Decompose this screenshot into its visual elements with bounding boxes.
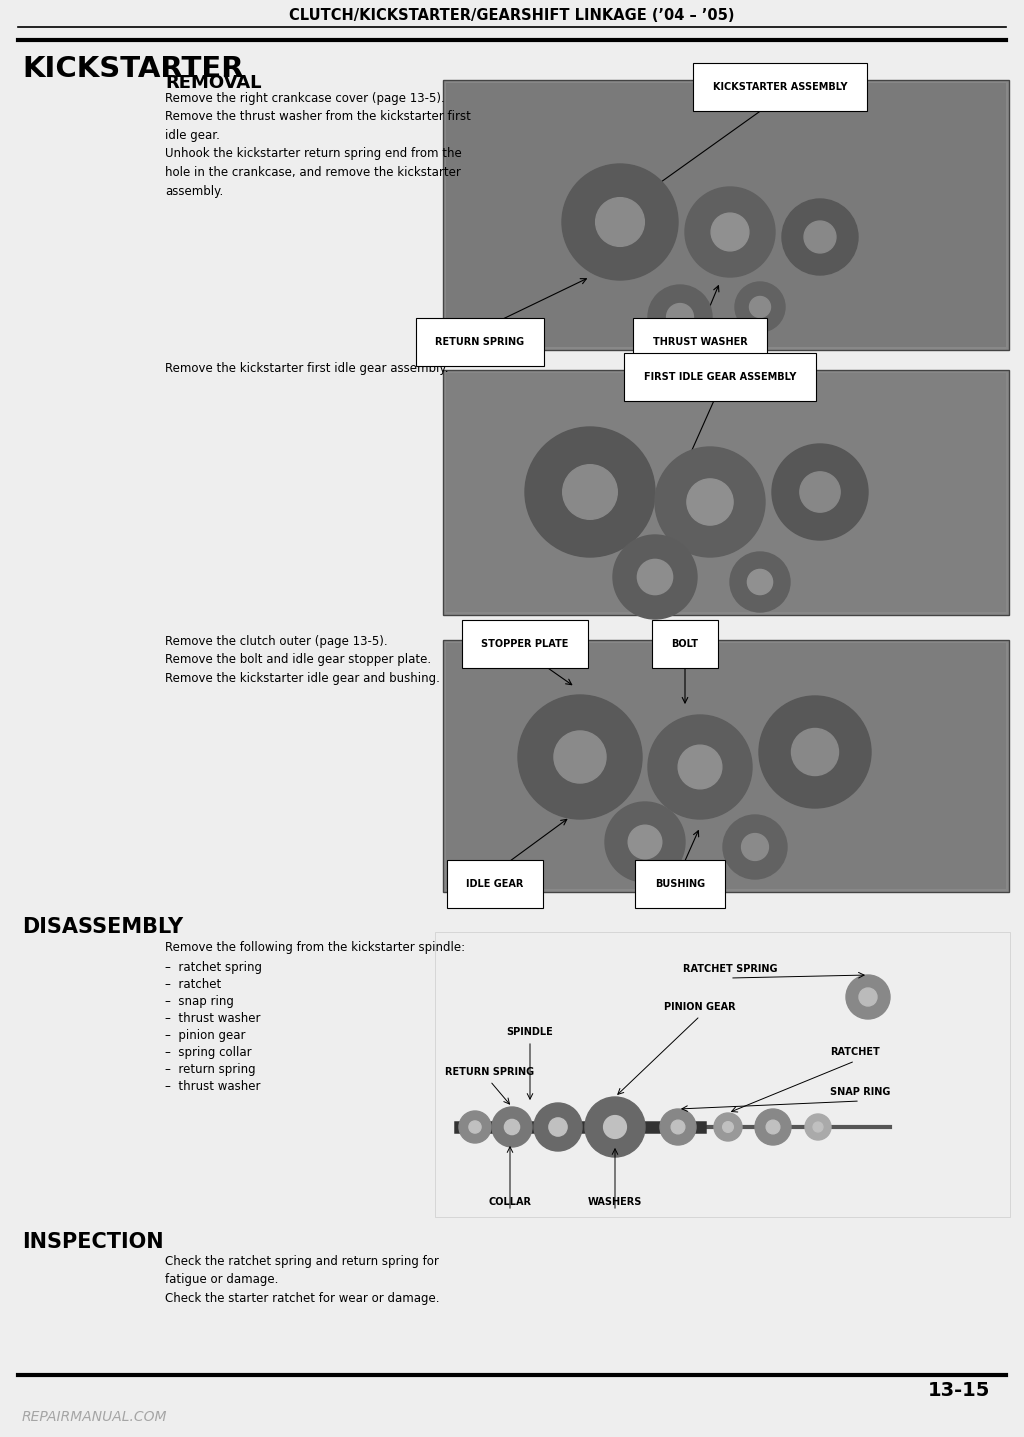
Text: RETURN SPRING: RETURN SPRING: [435, 338, 524, 346]
Circle shape: [563, 464, 617, 519]
Circle shape: [859, 989, 877, 1006]
Circle shape: [792, 729, 839, 776]
Circle shape: [585, 1096, 645, 1157]
FancyBboxPatch shape: [443, 369, 1009, 615]
Text: WASHERS: WASHERS: [588, 1197, 642, 1207]
Circle shape: [678, 746, 722, 789]
Circle shape: [805, 1114, 831, 1140]
Circle shape: [648, 285, 712, 349]
Text: –  spring collar: – spring collar: [165, 1046, 252, 1059]
Circle shape: [723, 1122, 733, 1132]
Text: RATCHET: RATCHET: [830, 1048, 880, 1058]
Circle shape: [800, 471, 840, 512]
Circle shape: [603, 1115, 627, 1138]
Circle shape: [534, 1104, 582, 1151]
Text: 13-15: 13-15: [928, 1381, 990, 1400]
Circle shape: [813, 1122, 823, 1132]
Text: CLUTCH/KICKSTARTER/GEARSHIFT LINKAGE (’04 – ’05): CLUTCH/KICKSTARTER/GEARSHIFT LINKAGE (’0…: [289, 7, 735, 23]
Text: BOLT: BOLT: [672, 639, 698, 650]
Text: INSPECTION: INSPECTION: [22, 1232, 164, 1252]
FancyBboxPatch shape: [443, 639, 1009, 892]
Circle shape: [459, 1111, 490, 1142]
Circle shape: [605, 802, 685, 882]
Text: FIRST IDLE GEAR ASSEMBLY: FIRST IDLE GEAR ASSEMBLY: [644, 372, 797, 382]
Text: STOPPER PLATE: STOPPER PLATE: [481, 639, 568, 650]
Text: BUSHING: BUSHING: [655, 879, 706, 890]
Text: –  ratchet: – ratchet: [165, 979, 221, 992]
Circle shape: [846, 974, 890, 1019]
Text: –  return spring: – return spring: [165, 1063, 256, 1076]
Circle shape: [660, 1109, 696, 1145]
Text: Remove the kickstarter first idle gear assembly.: Remove the kickstarter first idle gear a…: [165, 362, 449, 375]
Text: IDLE GEAR: IDLE GEAR: [466, 879, 523, 890]
Circle shape: [782, 198, 858, 274]
Text: COLLAR: COLLAR: [488, 1197, 531, 1207]
Circle shape: [735, 282, 785, 332]
Text: Remove the clutch outer (page 13-5).
Remove the bolt and idle gear stopper plate: Remove the clutch outer (page 13-5). Rem…: [165, 635, 440, 685]
Circle shape: [772, 444, 868, 540]
Circle shape: [596, 198, 644, 246]
Circle shape: [755, 1109, 791, 1145]
Circle shape: [766, 1121, 780, 1134]
Circle shape: [469, 1121, 481, 1134]
Circle shape: [741, 833, 768, 861]
Circle shape: [655, 447, 765, 558]
Circle shape: [671, 1121, 685, 1134]
Circle shape: [748, 569, 772, 595]
Text: REPAIRMANUAL.COM: REPAIRMANUAL.COM: [22, 1410, 168, 1424]
Circle shape: [549, 1118, 567, 1137]
Text: –  thrust washer: – thrust washer: [165, 1081, 260, 1094]
Text: SNAP RING: SNAP RING: [829, 1086, 890, 1096]
FancyBboxPatch shape: [435, 933, 1010, 1217]
FancyBboxPatch shape: [446, 642, 1006, 890]
Text: PINION GEAR: PINION GEAR: [665, 1002, 736, 1012]
Circle shape: [492, 1106, 532, 1147]
Circle shape: [804, 221, 836, 253]
Text: –  snap ring: – snap ring: [165, 994, 233, 1007]
Text: DISASSEMBLY: DISASSEMBLY: [22, 917, 183, 937]
Text: THRUST WASHER: THRUST WASHER: [652, 338, 748, 346]
Text: REMOVAL: REMOVAL: [165, 73, 261, 92]
Text: KICKSTARTER: KICKSTARTER: [22, 55, 244, 83]
Circle shape: [648, 716, 752, 819]
FancyBboxPatch shape: [446, 83, 1006, 346]
Circle shape: [562, 164, 678, 280]
Circle shape: [714, 1114, 742, 1141]
Text: SPINDLE: SPINDLE: [507, 1027, 553, 1038]
Circle shape: [628, 825, 662, 859]
Text: –  pinion gear: – pinion gear: [165, 1029, 246, 1042]
Text: KICKSTARTER ASSEMBLY: KICKSTARTER ASSEMBLY: [713, 82, 847, 92]
Text: Remove the following from the kickstarter spindle:: Remove the following from the kickstarte…: [165, 941, 465, 954]
Circle shape: [750, 296, 770, 318]
Circle shape: [613, 535, 697, 619]
Text: Remove the right crankcase cover (page 13-5).
Remove the thrust washer from the : Remove the right crankcase cover (page 1…: [165, 92, 471, 197]
Circle shape: [667, 303, 693, 331]
FancyBboxPatch shape: [443, 80, 1009, 351]
Circle shape: [730, 552, 790, 612]
Circle shape: [711, 213, 749, 251]
Text: RATCHET SPRING: RATCHET SPRING: [683, 964, 777, 974]
Text: Check the ratchet spring and return spring for
fatigue or damage.
Check the star: Check the ratchet spring and return spri…: [165, 1255, 439, 1305]
Text: –  thrust washer: – thrust washer: [165, 1012, 260, 1025]
Circle shape: [685, 187, 775, 277]
Circle shape: [759, 696, 871, 808]
Circle shape: [518, 696, 642, 819]
Circle shape: [505, 1119, 519, 1135]
FancyBboxPatch shape: [446, 374, 1006, 612]
Text: RETURN SPRING: RETURN SPRING: [445, 1068, 535, 1076]
Circle shape: [687, 479, 733, 525]
Circle shape: [723, 815, 787, 879]
Circle shape: [554, 731, 606, 783]
Circle shape: [637, 559, 673, 595]
Circle shape: [525, 427, 655, 558]
Text: –  ratchet spring: – ratchet spring: [165, 961, 262, 974]
